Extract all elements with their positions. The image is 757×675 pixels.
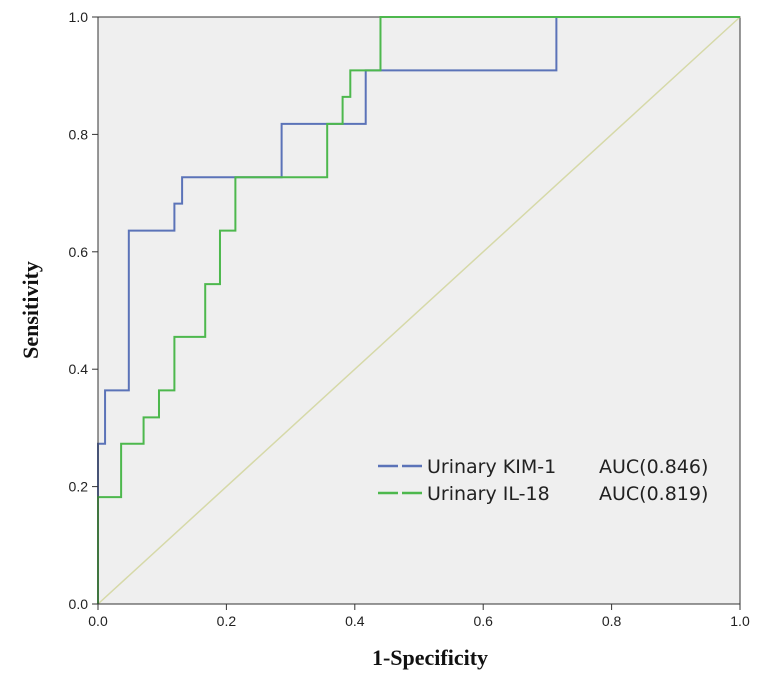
series-line-kim1 [97,16,740,604]
y-tick-label: 0.0 [69,596,89,612]
y-tick-label: 0.4 [69,361,89,377]
reference-line [97,16,741,605]
x-tick-label: 0.4 [345,613,365,629]
y-axis-title: Sensitivity [18,261,43,359]
x-axis-title: 1-Specificity [372,645,488,670]
legend-auc-kim1: AUC(0.846) [599,456,708,478]
x-tick-label: 0.2 [217,613,237,629]
y-tick-label: 0.6 [69,244,89,260]
y-tick-label: 1.0 [69,9,89,25]
axes-layer: 0.0 0.2 0.4 0.6 0.8 1.0 0.0 0.2 0.4 0.6 0.8 1.0 [69,9,750,629]
legend-auc-il18: AUC(0.819) [599,483,708,505]
y-tick-label: 0.2 [69,479,89,495]
x-tick-label: 0.0 [88,613,108,629]
legend: Urinary KIM-1 AUC(0.846) Urinary IL-18 A… [378,456,708,505]
legend-label-il18: Urinary IL-18 [427,483,550,505]
x-tick-label: 1.0 [730,613,750,629]
legend-label-kim1: Urinary KIM-1 [427,456,556,478]
series-layer [97,16,740,604]
y-tick-label: 0.8 [69,126,89,142]
series-line-il18 [97,16,740,604]
x-tick-label: 0.8 [602,613,622,629]
x-tick-label: 0.6 [473,613,493,629]
